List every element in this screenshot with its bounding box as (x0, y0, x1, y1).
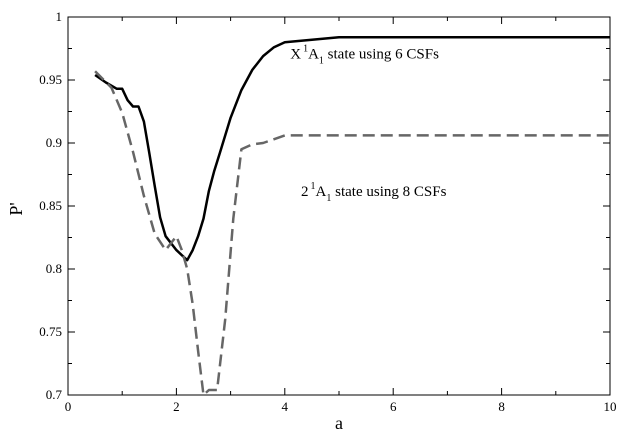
y-tick-label: 0.85 (39, 198, 62, 213)
series-2-line (94, 70, 610, 397)
x-tick-label: 2 (173, 399, 180, 414)
y-tick-label: 0.95 (39, 72, 62, 87)
annotation-1: X 1A1 state using 6 CSFs (290, 44, 439, 67)
plot-frame (67, 16, 611, 396)
y-tick-label: 1 (56, 9, 63, 24)
y-tick-label: 0.8 (46, 261, 62, 276)
y-tick-label: 0.7 (46, 387, 63, 402)
annotations-group: X 1A1 state using 6 CSFs 2 1A1 state using … (290, 44, 446, 204)
y-tick-label: 0.9 (46, 135, 62, 150)
x-tick-label: 10 (604, 399, 617, 414)
axis-tick-labels: 0 2 4 6 8 10 0.7 0.75 0.8 0.85 0.9 0.95 1 (39, 9, 616, 414)
axis-ticks (67, 16, 611, 396)
series-group (94, 35, 610, 397)
annotation-2: 2 1A1 state using 8 CSFs (301, 181, 447, 204)
x-tick-label: 6 (390, 399, 397, 414)
x-tick-label: 4 (282, 399, 289, 414)
x-axis-title: a (335, 413, 343, 433)
x-tick-label: 0 (65, 399, 72, 414)
x-tick-label: 8 (498, 399, 505, 414)
y-tick-label: 0.75 (39, 324, 62, 339)
y-axis-title: P' (6, 202, 26, 215)
series-1-line (94, 35, 610, 262)
